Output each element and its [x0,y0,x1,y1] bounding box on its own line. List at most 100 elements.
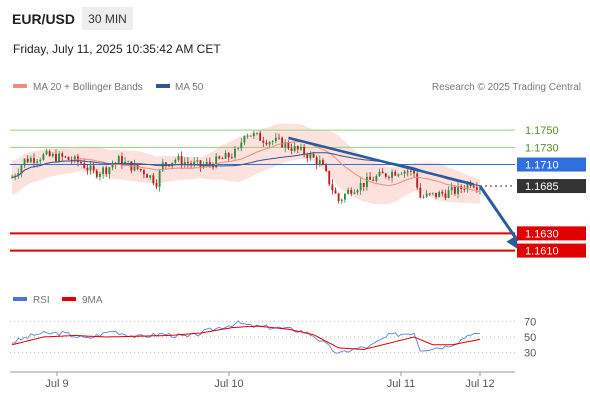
candle [387,175,390,181]
candle [117,154,120,163]
rsi-tick-label: 30 [524,348,536,360]
rsi-panel: 70 50 30 [10,316,536,360]
candle [441,189,444,197]
candle [95,168,98,179]
candle [29,155,32,164]
candle [378,168,381,177]
candle [438,190,441,198]
price-levels [10,129,515,252]
candle [99,171,101,181]
rsi-tick-label: 70 [524,316,536,328]
rsi-ma-legend-label: 9MA [82,295,103,306]
candle [51,152,54,158]
candle [353,189,356,195]
ma50-legend-label: MA 50 [175,82,204,93]
candle [403,169,406,178]
candle [149,174,152,180]
candle [92,162,95,174]
candle [303,143,306,158]
candle [177,153,180,163]
rsi-legend-label: RSI [33,295,50,306]
candle [142,168,145,179]
candle [265,139,268,146]
candle [127,160,130,163]
candle [435,192,437,200]
level-label-1.1685: 1.1685 [525,181,559,193]
candle [196,157,199,166]
candle [287,140,290,151]
candle [199,159,202,172]
candle [158,168,161,192]
candle [356,188,359,195]
candle [183,157,186,169]
candle [39,157,42,165]
candle [237,147,240,151]
candle [268,140,271,149]
candle [20,163,23,178]
trendline-layer [288,136,519,249]
candle [334,187,337,194]
candle [262,136,265,147]
candle [174,158,177,166]
candle [428,192,431,196]
candle [240,137,243,152]
x-tick-label: Jul 10 [214,378,243,390]
candle [256,132,258,136]
rsi-ma-legend-swatch [62,297,76,301]
level-label-1.1610: 1.1610 [525,246,559,258]
timestamp: Friday, July 11, 2025 10:35:42 AM CET [13,42,221,56]
candle [278,133,280,140]
candle [325,163,328,173]
candle [274,132,277,144]
candle [271,139,274,146]
candle [394,170,397,177]
candle [359,178,362,195]
candle [391,169,393,183]
candle [45,148,48,156]
x-axis: Jul 9 Jul 10 Jul 11 Jul 12 [45,372,495,390]
candle [384,172,387,179]
candle [347,187,350,195]
candle [344,192,346,203]
candle [331,179,334,195]
projection-arrow-shaft [478,185,519,242]
candle [61,151,64,161]
candle [230,153,233,159]
candle [139,168,142,173]
candle [221,156,224,160]
candle [243,135,246,146]
candle [23,158,26,169]
level-badge-1.1685 [517,179,586,194]
candle [337,192,340,204]
candle [259,130,262,141]
candle [193,156,196,168]
candle [64,155,67,159]
x-tick-label: Jul 11 [387,378,416,390]
candle [42,152,45,161]
candle [425,189,428,198]
candle [246,133,249,139]
rsi-tick-label: 50 [524,332,536,344]
candle [400,172,403,175]
candle [315,155,318,170]
rsi-legend-swatch [13,297,27,301]
candle [322,157,324,166]
candlesticks [11,130,481,204]
projection-arrow-head [506,235,518,249]
candle [218,155,221,160]
candle [89,160,92,175]
candle [350,187,353,197]
candle [340,198,343,204]
level-badge-1.1710 [517,157,586,172]
candle [86,164,89,175]
candle [457,182,459,199]
candle [453,185,456,196]
candle [416,170,419,190]
candle [328,170,331,187]
candle [365,172,368,191]
candle [309,151,312,161]
timeframe-badge[interactable] [82,7,133,30]
candle [234,145,236,160]
candle [284,139,287,153]
rsi-line [11,320,481,354]
